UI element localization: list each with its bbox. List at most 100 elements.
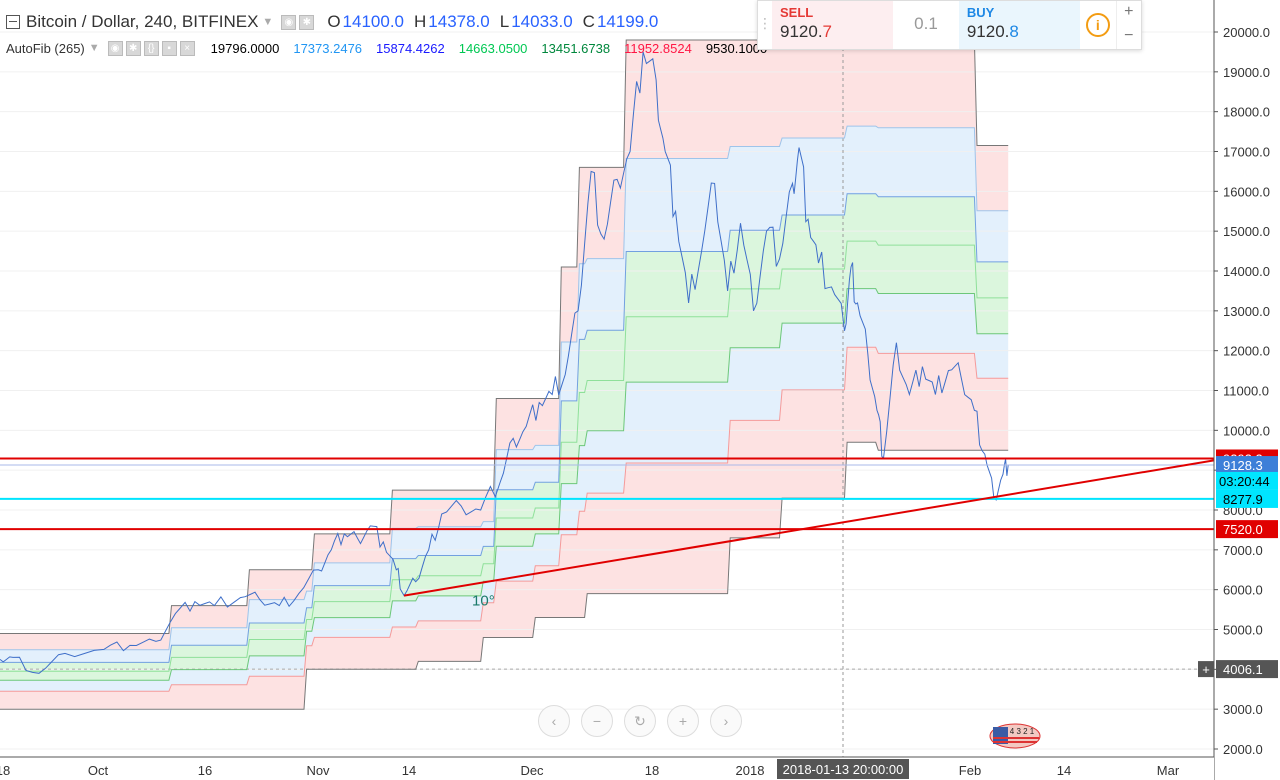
indicator-name[interactable]: AutoFib (265) [6,40,85,56]
sell-button[interactable]: SELL 9120.7 [772,1,894,49]
x-tick-label: Mar [1157,763,1180,778]
fib-band [0,347,1009,710]
ohlc-close-value: 14199.0 [596,12,659,31]
price-label-bg [1216,660,1278,679]
x-tick-label: 14 [402,763,416,778]
y-tick-label: 15000.0 [1223,224,1270,239]
x-tick-label: 18 [0,763,10,778]
gear-icon[interactable]: ✱ [299,14,315,30]
fib-level-line [0,240,1009,672]
price-label: 8277.9 [1223,492,1263,507]
x-tick-label: Nov [306,763,330,778]
y-tick-label: 3000.0 [1223,702,1263,717]
ohlc-close-key: C [582,12,595,31]
collapse-icon[interactable] [6,15,20,29]
fib-values: 19796.0000 17373.2476 15874.4262 14663.0500… [211,41,782,56]
ohlc-open-value: 14100.0 [342,12,404,31]
fib-level-line [0,346,1009,692]
y-tick-label: 6000.0 [1223,583,1263,598]
y-tick-label: 17000.0 [1223,145,1270,160]
y-tick-label: 14000.0 [1223,264,1270,279]
quantity-stepper[interactable]: + − [1115,1,1141,49]
fib-value: 9530.1000 [705,40,768,56]
price-label-bg [1216,456,1278,475]
y-tick-label: 10000.0 [1223,423,1270,438]
fib-bands [0,40,1009,710]
zoom-out-icon[interactable]: − [581,705,613,737]
horizontal-lines[interactable] [0,457,1214,531]
fib-value: 14663.0500 [458,40,528,56]
y-tick-label: 7000.0 [1223,543,1263,558]
price-series [0,51,1009,674]
x-axis-background [0,757,1214,780]
x-tick-label: 18 [645,763,659,778]
y-axis-background [1214,0,1280,780]
ohlc-low-key: L [499,12,510,31]
x-tick-label: Feb [959,763,981,778]
buy-label: BUY [966,5,995,20]
price-label: 9128.3 [1223,458,1263,473]
ohlc-low-value: 14033.0 [511,12,573,31]
trendline[interactable]: 10° [403,457,1226,610]
x-tick-label: 2018 [736,763,765,778]
source-icon[interactable]: {} [143,40,159,56]
y-tick-label: 5000.0 [1223,623,1263,638]
fib-value: 15874.4262 [376,40,445,56]
info-button[interactable]: i [1080,1,1116,49]
fib-level-line [0,193,1009,663]
x-axis[interactable]: 18 Oct 16 Nov 14 Dec 18 2018 Feb 14 Mar [0,756,1214,780]
crosshair-time-label: 2018-01-13 20:00:00 [783,762,904,777]
price-label-bg [1216,520,1278,539]
info-icon: i [1085,13,1110,37]
ohlc-open-key: O [327,12,341,31]
svg-text:4 3 2 1: 4 3 2 1 [1010,727,1035,736]
reset-icon[interactable]: ↻ [624,705,656,737]
y-tick-label: 12000.0 [1223,344,1270,359]
buy-button[interactable]: BUY 9120.8 [958,1,1080,49]
fib-band [0,193,1009,672]
price-labels: 2018-01-13 20:00:009293.39128.38277.9752… [777,449,1278,779]
price-label: 7520.0 [1223,522,1263,537]
trade-panel: ⋮⋮ SELL 9120.7 0.1 BUY 9120.8 i + − [757,0,1142,50]
chevron-down-icon[interactable]: ▼ [88,42,100,54]
fib-value: 13451.6738 [541,40,611,56]
y-tick-label: 20000.0 [1223,25,1270,40]
minus-icon[interactable]: − [1124,27,1134,44]
eye-icon[interactable]: ◉ [281,14,297,30]
fib-value: 17373.2476 [293,40,363,56]
gear-icon[interactable]: ✱ [125,40,141,56]
sell-label: SELL [780,5,814,20]
fib-band [0,241,1009,681]
y-tick-label: 11000.0 [1223,384,1269,399]
chevron-down-icon[interactable]: ▼ [262,16,274,28]
scroll-left-icon[interactable]: ‹ [538,705,570,737]
plus-icon: + [1202,662,1210,677]
countdown-label: 03:20:44 [1219,474,1270,489]
fib-level-line [0,288,1009,681]
close-icon[interactable]: × [179,40,195,56]
fib-band [0,126,1009,663]
symbol-title[interactable]: Bitcoin / Dollar, 240, BITFINEX [26,12,259,31]
fib-band [0,288,1009,692]
more-icon[interactable]: ▪ [161,40,177,56]
sell-price: 9120.7 [780,22,833,41]
price-label-bg [1216,489,1278,508]
drag-handle-icon[interactable]: ⋮⋮ [758,1,786,49]
scroll-right-icon[interactable]: › [710,705,742,737]
y-tick-label: 18000.0 [1223,105,1270,120]
x-tick-label: 14 [1057,763,1071,778]
plus-icon[interactable]: + [1124,3,1134,20]
buy-price: 9120.8 [966,22,1019,41]
x-tick-label: 16 [198,763,212,778]
chart-navigation: ‹ − ↻ + › [538,705,753,737]
eye-icon[interactable]: ◉ [107,40,123,56]
ohlc-high-key: H [414,12,427,31]
y-tick-label: 2000.0 [1223,742,1263,757]
price-line [0,51,1009,674]
y-tick-label: 19000.0 [1223,65,1270,80]
zoom-in-icon[interactable]: + [667,705,699,737]
fib-value: 19796.0000 [210,40,280,56]
quantity-field[interactable]: 0.1 [914,14,938,33]
